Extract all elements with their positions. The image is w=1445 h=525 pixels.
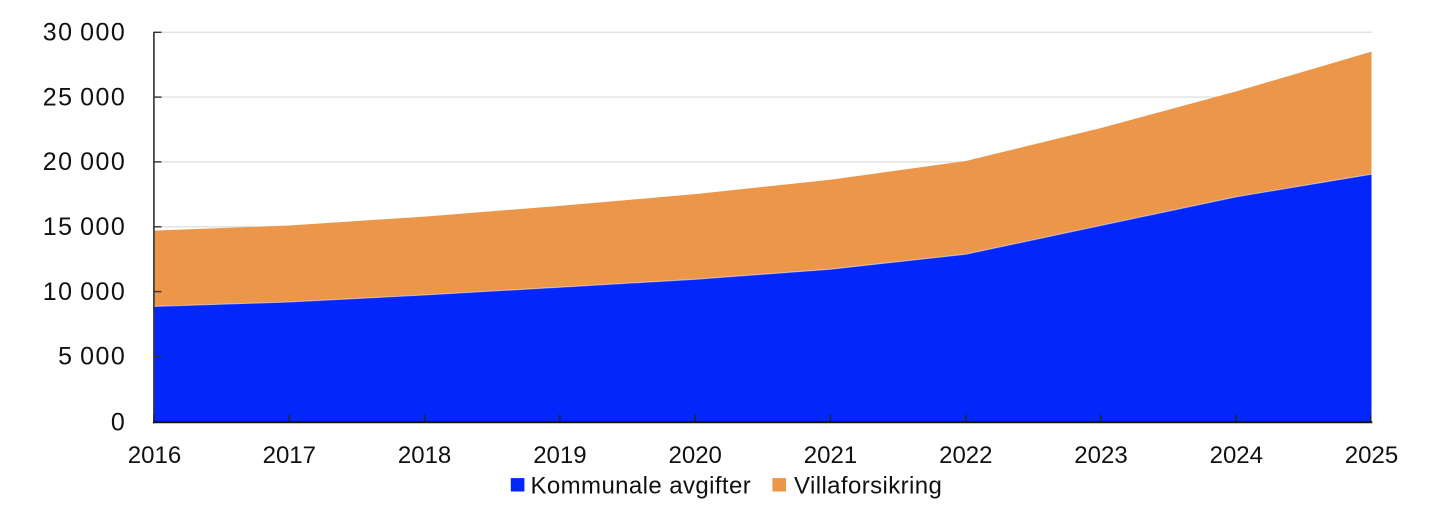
svg-text:0: 0 bbox=[111, 409, 126, 437]
svg-text:10 000: 10 000 bbox=[43, 278, 127, 306]
svg-text:2021: 2021 bbox=[804, 442, 857, 469]
svg-text:2023: 2023 bbox=[1074, 442, 1127, 469]
svg-text:2019: 2019 bbox=[533, 442, 586, 469]
svg-text:2025: 2025 bbox=[1345, 442, 1398, 469]
svg-text:5 000: 5 000 bbox=[58, 343, 126, 371]
svg-text:2017: 2017 bbox=[263, 442, 316, 469]
svg-text:20 000: 20 000 bbox=[43, 148, 127, 176]
svg-text:2018: 2018 bbox=[398, 442, 451, 469]
svg-text:2020: 2020 bbox=[669, 442, 722, 469]
svg-text:2016: 2016 bbox=[128, 442, 181, 469]
svg-text:Kommunale avgifter: Kommunale avgifter bbox=[531, 472, 752, 499]
svg-text:Villaforsikring: Villaforsikring bbox=[794, 472, 942, 499]
svg-text:2022: 2022 bbox=[939, 442, 992, 469]
svg-text:25 000: 25 000 bbox=[43, 83, 127, 111]
svg-text:2024: 2024 bbox=[1210, 442, 1263, 469]
svg-text:15 000: 15 000 bbox=[43, 213, 127, 241]
svg-text:30 000: 30 000 bbox=[43, 19, 127, 47]
